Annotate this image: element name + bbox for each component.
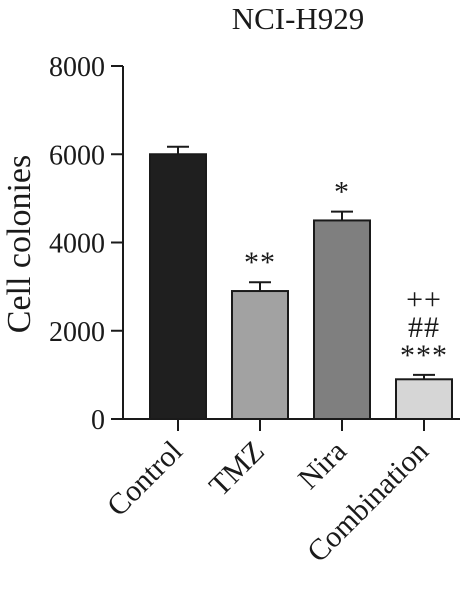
significance-mark: ++ <box>406 283 442 316</box>
bar-tmz <box>231 290 289 421</box>
significance-mark: ** <box>244 246 276 279</box>
y-tick-label: 4000 <box>49 229 105 260</box>
bar-nira <box>313 219 371 420</box>
bar-combination <box>395 378 453 421</box>
significance-mark: * <box>334 176 350 209</box>
y-axis-label: Cell colonies <box>1 155 38 333</box>
significance-annotations: ******##++ <box>244 176 448 372</box>
error-bars <box>167 145 435 380</box>
chart-title: NCI-H929 <box>232 1 365 36</box>
y-tick-label: 2000 <box>49 317 105 348</box>
significance-mark: *** <box>400 339 448 372</box>
y-tick-label: 6000 <box>49 140 105 171</box>
x-tick-label: Nira <box>292 435 353 496</box>
x-tick-label: Control <box>101 435 189 523</box>
y-tick-label: 0 <box>91 405 105 436</box>
bar-control <box>149 153 207 420</box>
axes: 0 2000 4000 6000 8000 <box>49 52 460 436</box>
bars <box>149 153 453 421</box>
x-tick-label: TMZ <box>203 435 271 503</box>
y-tick-label: 8000 <box>49 52 105 83</box>
significance-mark: ## <box>408 311 440 344</box>
